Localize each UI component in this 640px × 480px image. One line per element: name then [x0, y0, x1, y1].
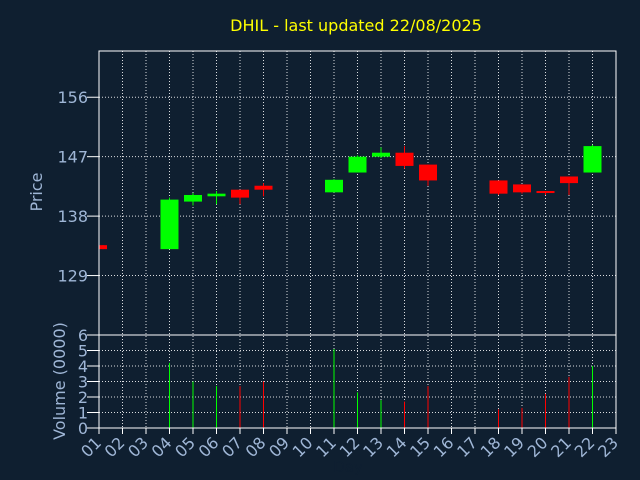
candle-body [536, 191, 555, 194]
x-tick-labels: 0102030405060708091011121314151617181920… [77, 428, 622, 461]
volume-tick-label: 1 [78, 404, 88, 423]
candle-body [348, 156, 367, 173]
price-tick-label: 138 [57, 207, 88, 226]
candle-body [583, 146, 602, 173]
chart-title: DHIL - last updated 22/08/2025 [230, 16, 482, 35]
candles [99, 144, 602, 250]
price-tick-labels: 129 138 147 156 [57, 88, 88, 285]
candle-body [560, 176, 578, 184]
price-axis-label: Price [27, 172, 46, 211]
candle-body [372, 152, 390, 157]
x-tick-label: 23 [594, 433, 622, 461]
price-tick-label: 156 [57, 88, 88, 107]
candle-body [489, 180, 508, 194]
candle-body [254, 185, 273, 190]
volume-tick-label: 5 [78, 342, 88, 361]
volume-bars [169, 348, 593, 428]
x-axis-label: Day [333, 458, 363, 476]
candle-body [419, 164, 437, 181]
candle-body [99, 245, 107, 250]
volume-tick-label: 2 [78, 388, 88, 407]
candle-body [207, 193, 226, 197]
volume-axis-label: Volume (0000) [50, 322, 69, 440]
candle-body [231, 189, 249, 198]
volume-tick-label: 4 [78, 357, 88, 376]
volume-grid [87, 334, 616, 429]
volume-tick-label: 6 [78, 326, 88, 345]
candle-body [513, 184, 531, 193]
candle-body [184, 194, 202, 202]
candle-body [160, 199, 179, 250]
volume-tick-label: 3 [78, 373, 88, 392]
price-tick-label: 129 [57, 267, 88, 286]
price-tick-label: 147 [57, 148, 88, 167]
volume-tick-label: 0 [78, 419, 88, 438]
candle-body [325, 179, 343, 193]
candle-body [395, 152, 414, 166]
